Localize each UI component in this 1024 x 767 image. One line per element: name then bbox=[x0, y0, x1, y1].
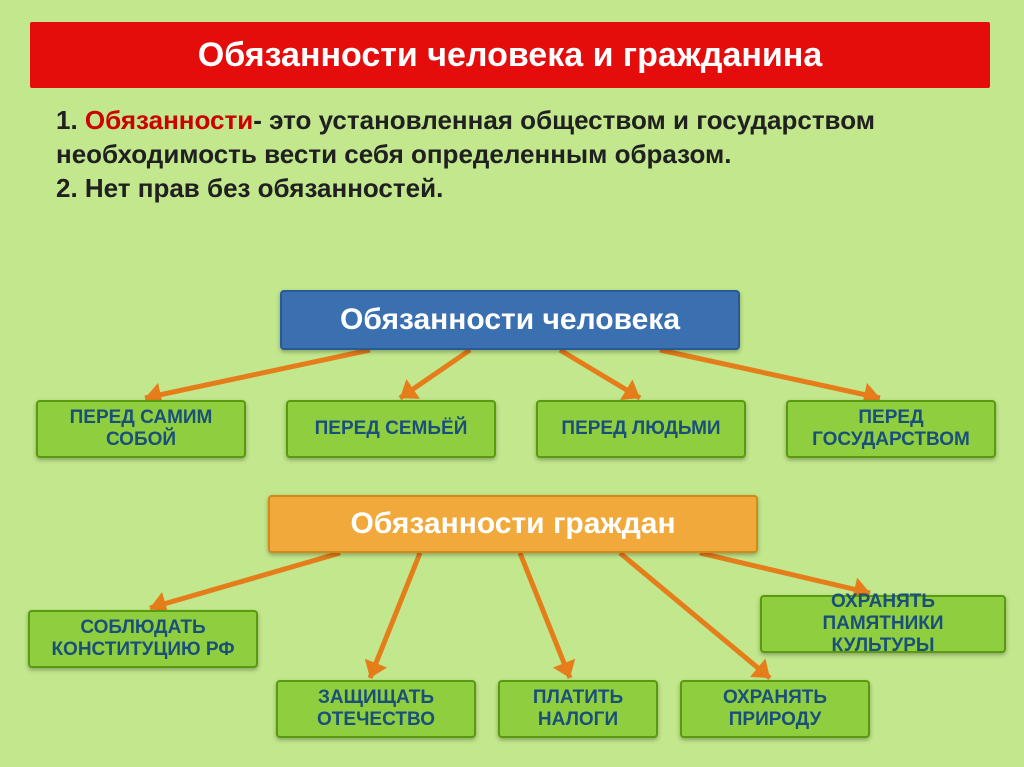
definition-block: 1. Обязанности- это установленная общест… bbox=[56, 104, 956, 205]
tree2-root-text: Обязанности граждан bbox=[350, 507, 675, 541]
tree2-child-2-text: ЗАЩИЩАТЬ ОТЕЧЕСТВО bbox=[286, 687, 466, 731]
slide-title: Обязанности человека и гражданина bbox=[30, 22, 990, 88]
tree2-child-3-text: ПЛАТИТЬ НАЛОГИ bbox=[508, 687, 648, 731]
tree1-child-0: ПЕРЕД САМИМ СОБОЙ bbox=[36, 400, 246, 458]
tree1-child-3: ПЕРЕД ГОСУДАРСТВОМ bbox=[786, 400, 996, 458]
definition-keyword: Обязанности bbox=[85, 105, 253, 135]
tree2-child-0-text: СОБЛЮДАТЬ КОНСТИТУЦИЮ РФ bbox=[38, 617, 248, 661]
tree2-child-4-text: ОХРАНЯТЬ ПРИРОДУ bbox=[690, 687, 860, 731]
definition-line2: 2. Нет прав без обязанностей. bbox=[56, 172, 956, 206]
tree2-child-1-text: ОХРАНЯТЬ ПАМЯТНИКИ КУЛЬТУРЫ bbox=[770, 591, 996, 657]
definition-prefix: 1. bbox=[56, 105, 85, 135]
tree1-child-3-text: ПЕРЕД ГОСУДАРСТВОМ bbox=[796, 407, 986, 451]
slide-background: Обязанности человека и гражданина 1. Обя… bbox=[0, 0, 1024, 767]
tree1-child-2-text: ПЕРЕД ЛЮДЬМИ bbox=[561, 418, 720, 440]
tree2-child-2: ЗАЩИЩАТЬ ОТЕЧЕСТВО bbox=[276, 680, 476, 738]
tree2-child-4: ОХРАНЯТЬ ПРИРОДУ bbox=[680, 680, 870, 738]
tree2-child-0: СОБЛЮДАТЬ КОНСТИТУЦИЮ РФ bbox=[28, 610, 258, 668]
tree1-root: Обязанности человека bbox=[280, 290, 740, 350]
tree2-root: Обязанности граждан bbox=[268, 495, 758, 553]
tree1-child-2: ПЕРЕД ЛЮДЬМИ bbox=[536, 400, 746, 458]
slide-title-text: Обязанности человека и гражданина bbox=[198, 36, 822, 75]
tree1-child-0-text: ПЕРЕД САМИМ СОБОЙ bbox=[46, 407, 236, 451]
tree2-child-1: ОХРАНЯТЬ ПАМЯТНИКИ КУЛЬТУРЫ bbox=[760, 595, 1006, 653]
tree2-child-3: ПЛАТИТЬ НАЛОГИ bbox=[498, 680, 658, 738]
tree1-root-text: Обязанности человека bbox=[340, 303, 680, 337]
tree1-child-1-text: ПЕРЕД СЕМЬЁЙ bbox=[315, 418, 468, 440]
tree1-child-1: ПЕРЕД СЕМЬЁЙ bbox=[286, 400, 496, 458]
definition-line1: 1. Обязанности- это установленная общест… bbox=[56, 104, 956, 172]
